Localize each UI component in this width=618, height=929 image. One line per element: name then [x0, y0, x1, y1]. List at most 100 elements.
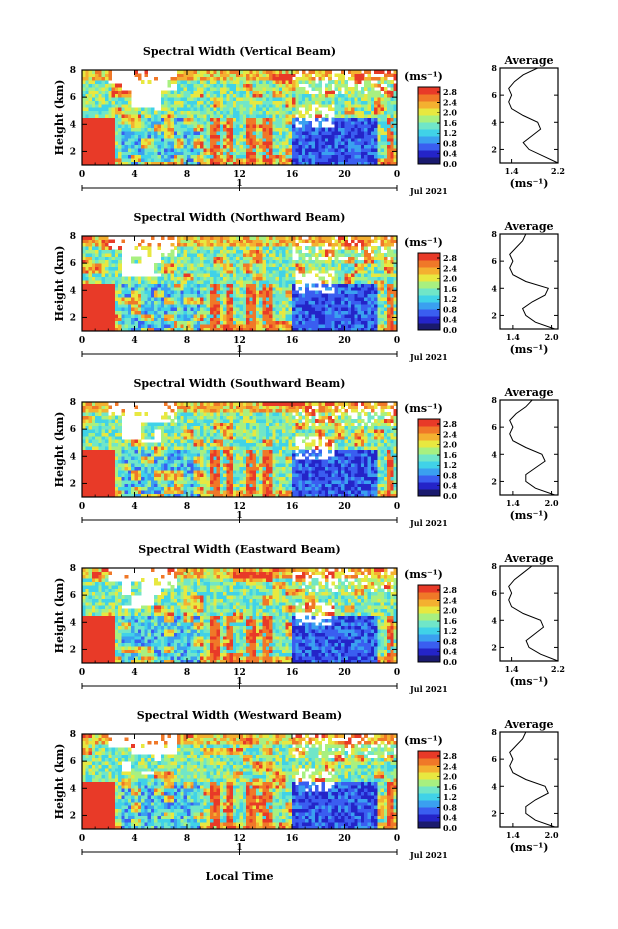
heatmap-cell	[196, 273, 201, 278]
heatmap-cell	[282, 148, 286, 152]
heatmap-cell	[255, 293, 260, 298]
heatmap-cell	[239, 259, 244, 264]
heatmap-cell	[242, 283, 247, 288]
heatmap-cell	[377, 83, 381, 88]
heatmap-cell	[104, 297, 109, 301]
heatmap-cell	[147, 300, 152, 305]
heatmap-cell	[337, 297, 342, 301]
heatmap-cell	[265, 259, 270, 264]
heatmap-cell	[134, 327, 139, 332]
heatmap-cell	[193, 93, 198, 98]
heatmap-cell	[213, 124, 217, 129]
heatmap-cell	[167, 151, 171, 156]
heatmap-cell	[226, 76, 231, 81]
heatmap-cell	[229, 103, 234, 108]
heatmap-cell	[82, 134, 86, 139]
heatmap-cell	[364, 124, 368, 129]
heatmap-cell	[308, 76, 313, 81]
heatmap-cell	[203, 263, 208, 267]
heatmap-cell	[354, 246, 359, 250]
heatmap-cell	[127, 286, 132, 291]
heatmap-cell	[108, 256, 112, 261]
heatmap-cell	[272, 117, 276, 122]
heatmap-cell	[183, 249, 188, 254]
heatmap-cell	[144, 286, 149, 291]
heatmap-cell	[370, 144, 375, 149]
profile-title: Average	[503, 54, 553, 67]
heatmap-cell	[183, 73, 188, 78]
heatmap-cell	[209, 83, 214, 88]
heatmap-cell	[367, 107, 372, 112]
heatmap-cell	[324, 252, 329, 257]
heatmap-cell	[200, 131, 204, 135]
heatmap-cell	[196, 131, 201, 135]
heatmap-cell	[246, 273, 250, 278]
heatmap-cell	[249, 256, 254, 261]
heatmap-cell	[255, 242, 260, 247]
heatmap-cell	[275, 239, 280, 244]
heatmap-cell	[278, 273, 283, 278]
heatmap-cell	[101, 246, 106, 250]
heatmap-cell	[298, 131, 303, 135]
heatmap-cell	[351, 246, 355, 250]
colorbar-segment	[418, 108, 440, 116]
heatmap-cell	[108, 127, 112, 132]
heatmap-cell	[167, 83, 171, 88]
heatmap-cell	[246, 137, 250, 142]
heatmap-cell	[311, 80, 316, 84]
heatmap-cell	[275, 236, 280, 240]
heatmap-cell	[301, 263, 306, 267]
heatmap-cell	[334, 107, 339, 112]
heatmap-cell	[183, 290, 188, 295]
heatmap-cell	[98, 110, 103, 115]
heatmap-cell	[219, 256, 224, 261]
heatmap-cell	[282, 131, 286, 135]
heatmap-cell	[219, 300, 224, 305]
heatmap-cell	[157, 310, 162, 315]
heatmap-cell	[160, 314, 165, 318]
heatmap-cell	[216, 100, 221, 105]
heatmap-cell	[354, 158, 359, 162]
heatmap-cell	[206, 158, 211, 162]
heatmap-cell	[292, 100, 296, 105]
heatmap-cell	[354, 154, 359, 159]
heatmap-cell	[200, 320, 204, 325]
heatmap-cell	[229, 314, 234, 318]
heatmap-cell	[98, 297, 103, 301]
heatmap-cell	[147, 107, 152, 112]
heatmap-cell	[114, 293, 119, 298]
heatmap-cell	[318, 86, 322, 91]
heatmap-cell	[262, 137, 267, 142]
heatmap-cell	[95, 70, 99, 74]
heatmap-cell	[364, 286, 368, 291]
heatmap-cell	[334, 158, 339, 162]
heatmap-cell	[183, 158, 188, 162]
heatmap-cell	[226, 141, 231, 146]
heatmap-cell	[269, 124, 273, 129]
heatmap-cell	[377, 236, 381, 240]
heatmap-cell	[216, 134, 221, 139]
heatmap-cell	[147, 127, 152, 132]
heatmap-cell	[104, 283, 109, 288]
heatmap-cell	[196, 236, 201, 240]
heatmap-cell	[377, 300, 381, 305]
heatmap-cell	[380, 242, 385, 247]
heatmap-cell	[334, 280, 339, 284]
heatmap-cell	[164, 144, 168, 149]
heatmap-cell	[213, 76, 217, 81]
heatmap-cell	[387, 269, 391, 274]
heatmap-cell	[170, 263, 175, 267]
heatmap-cell	[246, 110, 250, 115]
heatmap-cell	[265, 327, 270, 332]
heatmap-cell	[383, 307, 388, 312]
heatmap-cell	[308, 266, 313, 271]
heatmap-cell	[341, 290, 345, 295]
heatmap-cell	[357, 131, 362, 135]
heatmap-cell	[252, 320, 257, 325]
heatmap-cell	[292, 124, 296, 129]
heatmap-cell	[272, 324, 276, 328]
heatmap-cell	[301, 161, 306, 166]
heatmap-cell	[275, 297, 280, 301]
heatmap-cell	[347, 131, 352, 135]
heatmap-cell	[285, 303, 290, 308]
